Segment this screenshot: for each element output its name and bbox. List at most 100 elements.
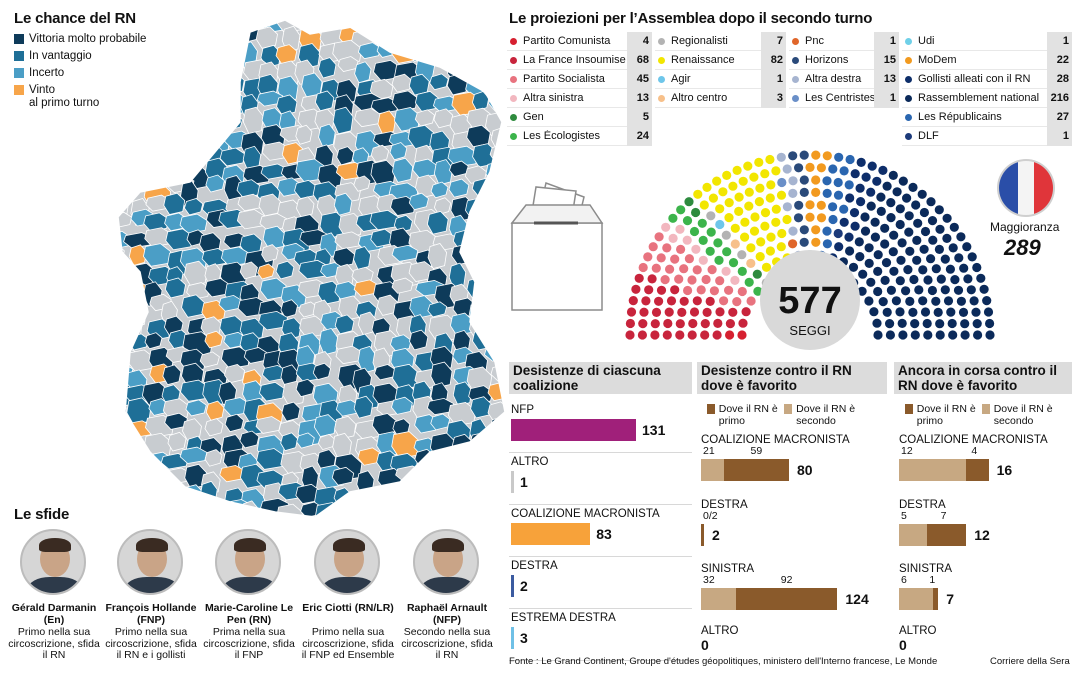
seat: [799, 225, 809, 235]
map-district: [144, 332, 163, 350]
seat: [677, 307, 687, 317]
seat: [940, 285, 950, 295]
map-district: [147, 92, 175, 118]
seat: [834, 242, 844, 252]
bar-value: 131: [642, 422, 666, 438]
person-name: Gérald Darmanin (En): [11, 602, 97, 626]
seat: [931, 296, 941, 306]
seat: [927, 216, 938, 226]
map-district: [142, 24, 164, 50]
map-district: [221, 346, 251, 369]
party-seats: 1: [761, 69, 786, 89]
seat: [876, 206, 886, 216]
seat: [888, 170, 898, 180]
bar-secondo: [899, 459, 967, 481]
map-district: [504, 430, 505, 449]
map-district: [334, 314, 355, 335]
map-district: [118, 300, 124, 325]
seat: [926, 254, 936, 264]
seat: [754, 197, 764, 207]
seat: [866, 277, 876, 287]
seat: [983, 307, 994, 317]
portrait: [314, 529, 380, 595]
bar-secondo: [701, 459, 725, 481]
seat: [782, 164, 792, 174]
map-district: [280, 299, 298, 319]
seat: [670, 285, 680, 295]
map-district: [162, 125, 192, 149]
map-district: [129, 126, 148, 154]
map-district: [332, 247, 355, 268]
map-district: [414, 109, 435, 127]
party-name: Agir: [671, 73, 691, 85]
seat: [689, 307, 700, 317]
map-district: [334, 281, 358, 300]
map-district: [336, 146, 355, 166]
party-seats: 82: [761, 50, 786, 70]
map-district: [179, 213, 208, 234]
map-district: [206, 20, 231, 31]
seat: [857, 286, 867, 296]
seat: [866, 187, 876, 197]
seat: [734, 206, 744, 216]
seat: [888, 247, 898, 257]
seat: [956, 232, 966, 242]
map-district: [204, 449, 223, 467]
map-district: [313, 522, 338, 527]
seat: [740, 232, 750, 242]
map-title: Le chance del RN: [14, 10, 136, 27]
seat: [972, 319, 982, 329]
party-dot: [905, 56, 912, 64]
map-district: [144, 38, 172, 65]
seat: [833, 177, 843, 188]
seat: [737, 250, 747, 260]
seat: [650, 319, 660, 329]
seat: [845, 193, 855, 203]
bar-secondo: [899, 524, 927, 546]
map-district: [338, 212, 363, 238]
map-district: [118, 144, 130, 162]
map-district: [429, 73, 449, 91]
map-district: [484, 280, 503, 308]
seat: [882, 181, 892, 191]
seat: [743, 161, 753, 171]
map-district: [280, 432, 299, 452]
map-district: [118, 79, 126, 96]
map-district: [506, 448, 510, 465]
seat: [878, 165, 888, 175]
map-district: [199, 351, 220, 368]
seat: [754, 157, 764, 167]
seat: [666, 296, 677, 306]
seat: [969, 296, 979, 306]
map-district: [180, 20, 200, 27]
map-district: [428, 42, 449, 66]
map-district: [203, 501, 224, 517]
map-district: [506, 315, 510, 333]
map-district: [219, 147, 246, 167]
category-divider: [509, 608, 692, 609]
bar-total: 16: [996, 462, 1013, 478]
seat: [746, 243, 756, 253]
seat: [755, 252, 765, 262]
map-district: [412, 518, 441, 527]
seat: [625, 318, 635, 329]
map-district: [467, 467, 489, 490]
seat: [702, 182, 712, 192]
map-district: [126, 487, 145, 515]
seat: [682, 235, 692, 245]
projection-row: Les Écologistes 24: [507, 126, 652, 146]
seat: [822, 239, 832, 249]
seat: [799, 187, 809, 197]
map-district: [201, 56, 221, 77]
seat: [844, 232, 854, 242]
seat: [638, 262, 648, 273]
map-district: [376, 498, 394, 515]
map-district: [391, 90, 418, 112]
bar: [511, 419, 636, 441]
seat-total-label: SEGGI: [789, 323, 830, 338]
map-district: [204, 523, 224, 527]
map-district: [430, 361, 453, 388]
category-label: COALIZIONE MACRONISTA: [701, 434, 850, 446]
seat: [811, 225, 821, 235]
party-dot: [658, 37, 665, 45]
